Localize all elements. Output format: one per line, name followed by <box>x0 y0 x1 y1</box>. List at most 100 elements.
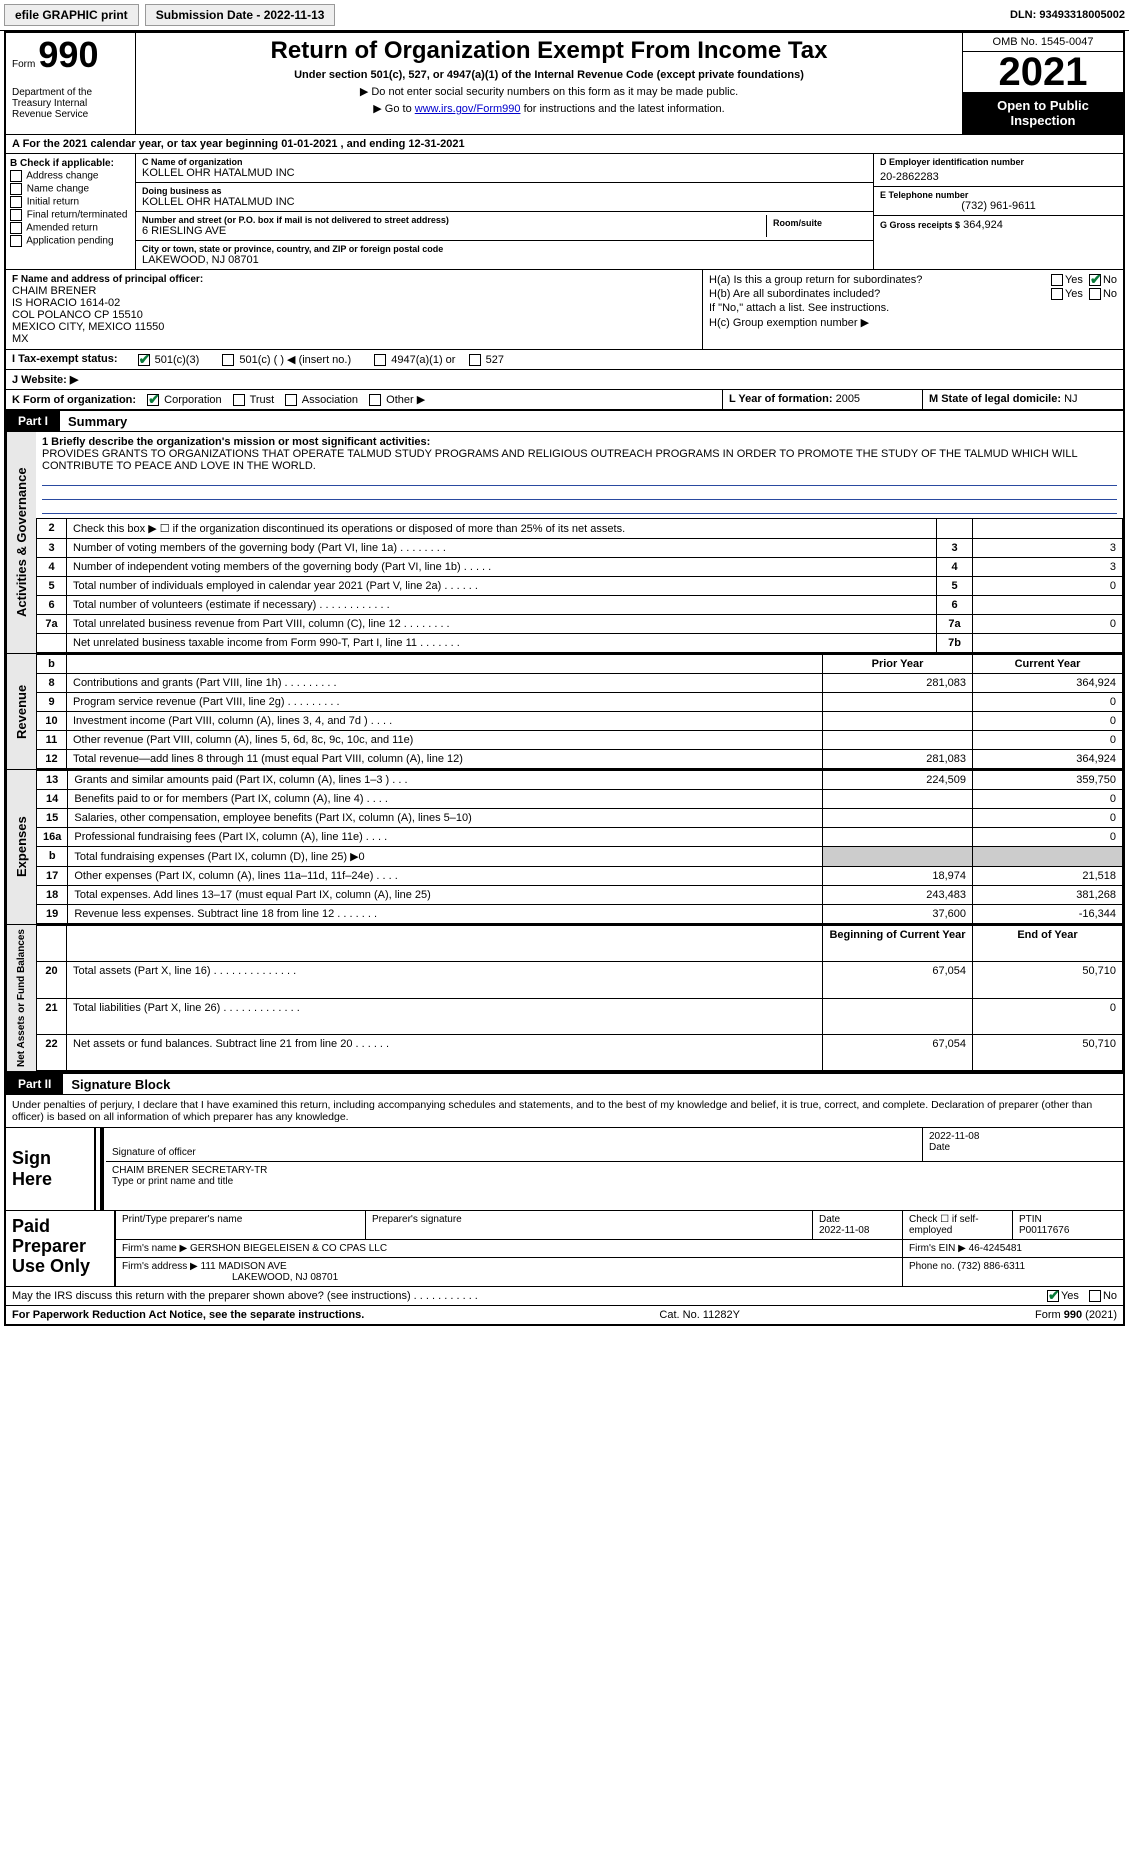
activities-governance-label: Activities & Governance <box>6 432 36 653</box>
form-header: Form 990 Department of the Treasury Inte… <box>6 33 1123 134</box>
box-h: H(a) Is this a group return for subordin… <box>703 270 1123 349</box>
hb-no-checkbox[interactable] <box>1089 288 1101 300</box>
officer-address-line: CHAIM BRENER <box>12 285 696 297</box>
box-m: M State of legal domicile: NJ <box>923 390 1123 409</box>
instruction-2: ▶ Go to www.irs.gov/Form990 for instruct… <box>144 102 954 115</box>
net-assets-label: Net Assets or Fund Balances <box>6 925 36 1071</box>
firm-address-2: LAKEWOOD, NJ 08701 <box>232 1272 338 1283</box>
association-checkbox[interactable] <box>285 394 297 406</box>
box-j: J Website: ▶ <box>6 369 1123 389</box>
table-row: 7aTotal unrelated business revenue from … <box>37 615 1123 634</box>
form-number: 990 <box>38 34 98 75</box>
firm-ein: 46-4245481 <box>969 1243 1022 1254</box>
preparer-date: 2022-11-08 <box>819 1225 869 1236</box>
table-row: 8Contributions and grants (Part VIII, li… <box>37 674 1123 693</box>
irs-link[interactable]: www.irs.gov/Form990 <box>415 103 521 115</box>
table-row: 18Total expenses. Add lines 13–17 (must … <box>37 886 1123 905</box>
table-row: 9Program service revenue (Part VIII, lin… <box>37 693 1123 712</box>
table-row: 10Investment income (Part VIII, column (… <box>37 712 1123 731</box>
other-checkbox[interactable] <box>369 394 381 406</box>
dba-name: KOLLEL OHR HATALMUD INC <box>142 196 867 208</box>
table-row: 6Total number of volunteers (estimate if… <box>37 596 1123 615</box>
form-subtitle: Under section 501(c), 527, or 4947(a)(1)… <box>144 69 954 81</box>
table-row: 20Total assets (Part X, line 16) . . . .… <box>37 962 1123 998</box>
corporation-checkbox[interactable] <box>147 394 159 406</box>
firm-address-1: 111 MADISON AVE <box>201 1261 287 1272</box>
4947-checkbox[interactable] <box>374 354 386 366</box>
revenue-table: b Prior Year Current Year 8Contributions… <box>36 654 1123 769</box>
box-b-option[interactable]: Initial return <box>10 196 131 208</box>
department-label: Department of the Treasury Internal Reve… <box>12 87 129 120</box>
efile-print-button[interactable]: efile GRAPHIC print <box>4 4 139 26</box>
ha-no-checkbox[interactable] <box>1089 274 1101 286</box>
table-row: 2Check this box ▶ ☐ if the organization … <box>37 519 1123 539</box>
self-employed-check[interactable]: Check ☐ if self-employed <box>903 1211 1013 1239</box>
box-l: L Year of formation: 2005 <box>723 390 923 409</box>
table-row: 12Total revenue—add lines 8 through 11 (… <box>37 750 1123 769</box>
box-k: K Form of organization: Corporation Trus… <box>6 390 723 409</box>
discuss-yes-checkbox[interactable] <box>1047 1290 1059 1302</box>
box-b-option[interactable]: Name change <box>10 183 131 195</box>
discuss-row: May the IRS discuss this return with the… <box>6 1287 1123 1305</box>
table-row: 17Other expenses (Part IX, column (A), l… <box>37 867 1123 886</box>
ha-yes-checkbox[interactable] <box>1051 274 1063 286</box>
ptin: P00117676 <box>1019 1225 1069 1236</box>
officer-name-title: CHAIM BRENER SECRETARY-TR <box>112 1165 1117 1176</box>
tax-year: 2021 <box>963 52 1123 92</box>
table-row: 19Revenue less expenses. Subtract line 1… <box>37 905 1123 924</box>
discuss-no-checkbox[interactable] <box>1089 1290 1101 1302</box>
box-c: C Name of organization KOLLEL OHR HATALM… <box>136 154 873 269</box>
trust-checkbox[interactable] <box>233 394 245 406</box>
gross-receipts: 364,924 <box>963 219 1003 231</box>
submission-date-button[interactable]: Submission Date - 2022-11-13 <box>145 4 336 26</box>
form-990-page: Form 990 Department of the Treasury Inte… <box>4 31 1125 1326</box>
table-row: 13Grants and similar amounts paid (Part … <box>37 771 1123 790</box>
page-footer: For Paperwork Reduction Act Notice, see … <box>6 1305 1123 1324</box>
table-row: 15Salaries, other compensation, employee… <box>37 809 1123 828</box>
penalty-statement: Under penalties of perjury, I declare th… <box>6 1095 1123 1127</box>
expenses-table: 13Grants and similar amounts paid (Part … <box>36 770 1123 924</box>
expenses-label: Expenses <box>6 770 36 924</box>
box-b-option[interactable]: Amended return <box>10 222 131 234</box>
table-row: 22Net assets or fund balances. Subtract … <box>37 1034 1123 1070</box>
net-assets-table: Beginning of Current Year End of Year 20… <box>36 925 1123 1071</box>
table-row: 21Total liabilities (Part X, line 26) . … <box>37 998 1123 1034</box>
table-row: bTotal fundraising expenses (Part IX, co… <box>37 847 1123 867</box>
officer-address-line: MEXICO CITY, MEXICO 11550 <box>12 321 696 333</box>
hb-yes-checkbox[interactable] <box>1051 288 1063 300</box>
firm-name: GERSHON BIEGELEISEN & CO CPAS LLC <box>190 1243 387 1254</box>
calendar-year-row: A For the 2021 calendar year, or tax yea… <box>6 134 1123 153</box>
part-2-header: Part II Signature Block <box>6 1072 1123 1095</box>
box-f: F Name and address of principal officer:… <box>6 270 703 349</box>
table-row: 14Benefits paid to or for members (Part … <box>37 790 1123 809</box>
part-1-header: Part I Summary <box>6 409 1123 432</box>
table-row: Net unrelated business taxable income fr… <box>37 634 1123 653</box>
telephone: (732) 961-9611 <box>880 200 1117 212</box>
501c-checkbox[interactable] <box>222 354 234 366</box>
form-title: Return of Organization Exempt From Incom… <box>144 37 954 65</box>
527-checkbox[interactable] <box>469 354 481 366</box>
city-state-zip: LAKEWOOD, NJ 08701 <box>142 254 867 266</box>
table-row: 16aProfessional fundraising fees (Part I… <box>37 828 1123 847</box>
box-b-option[interactable]: Application pending <box>10 235 131 247</box>
revenue-label: Revenue <box>6 654 36 769</box>
form-label: Form <box>12 59 35 70</box>
signature-date: 2022-11-08 <box>929 1131 1117 1142</box>
501c3-checkbox[interactable] <box>138 354 150 366</box>
dln-label: DLN: 93493318005002 <box>1010 9 1125 21</box>
box-b-option[interactable]: Address change <box>10 170 131 182</box>
open-to-public-badge: Open to Public Inspection <box>963 92 1123 134</box>
table-row: 3Number of voting members of the governi… <box>37 539 1123 558</box>
instruction-1: ▶ Do not enter social security numbers o… <box>144 85 954 98</box>
officer-address-line: COL POLANCO CP 15510 <box>12 309 696 321</box>
table-row: 11Other revenue (Part VIII, column (A), … <box>37 731 1123 750</box>
org-name: KOLLEL OHR HATALMUD INC <box>142 167 867 179</box>
firm-phone: (732) 886-6311 <box>957 1261 1025 1272</box>
officer-address-line: IS HORACIO 1614-02 <box>12 297 696 309</box>
box-b-option[interactable]: Final return/terminated <box>10 209 131 221</box>
ein: 20-2862283 <box>880 167 1117 183</box>
mission-section: 1 Briefly describe the organization's mi… <box>36 432 1123 518</box>
governance-table: 2Check this box ▶ ☐ if the organization … <box>36 518 1123 653</box>
sign-here-section: Sign Here Signature of officer 2022-11-0… <box>6 1127 1123 1210</box>
paid-preparer-section: Paid Preparer Use Only Print/Type prepar… <box>6 1210 1123 1287</box>
